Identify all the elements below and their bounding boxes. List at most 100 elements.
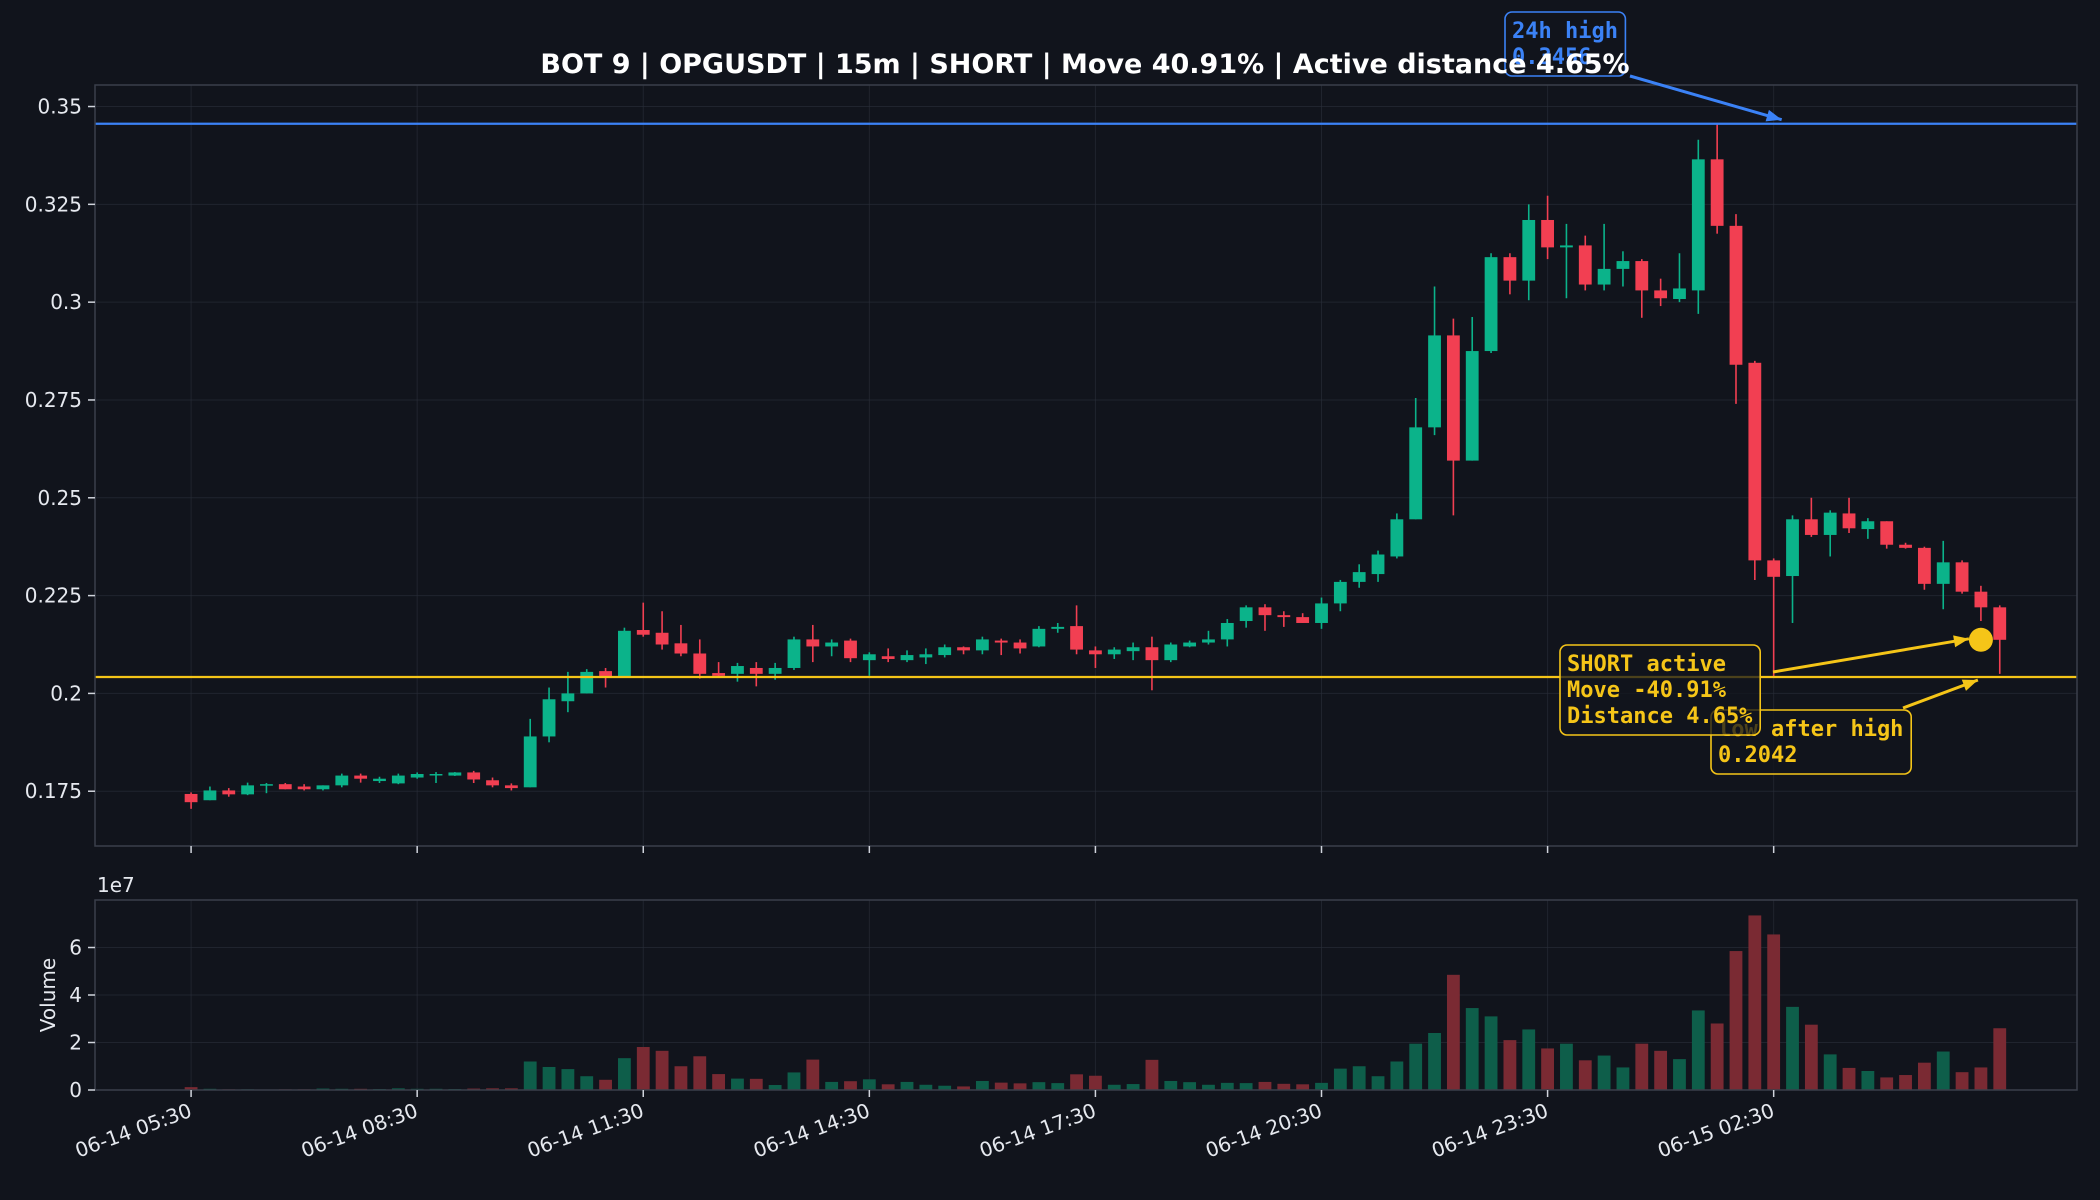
volume-exponent-label: 1e7 [97,873,135,897]
y-tick-label-volume: 4 [69,983,82,1007]
volume-bar [1823,1054,1837,1090]
volume-bar [1315,1082,1328,1090]
volume-bar [1258,1081,1272,1090]
volume-bar [1107,1084,1121,1090]
volume-bar [1333,1068,1347,1090]
volume-bar [749,1078,763,1090]
volume-bar [599,1079,612,1090]
candle-body-down [1955,562,1969,592]
volume-bar [1880,1077,1894,1090]
volume-bar [1032,1082,1046,1090]
high-annotation-box [1504,11,1627,77]
candle-body-up [260,784,273,786]
high-annotation-text: 0.3456 [1512,45,1591,70]
candle-body-up [919,654,933,658]
volume-bar [1616,1067,1630,1090]
y-tick-label-price: 0.25 [37,486,82,510]
candle-body-up [1202,639,1215,643]
candle-body-up [1597,268,1611,285]
volume-bar [1710,1023,1724,1090]
candle-body-down [806,639,820,647]
candle-body-up [1428,335,1441,428]
candle-body-up [429,774,443,776]
candle-body-down [1635,261,1649,291]
volume-bar [1955,1072,1969,1090]
candle-body-up [1936,562,1950,584]
active-annotation-text: Move -40.91% [1567,678,1727,703]
candle-body-up [241,785,255,795]
volume-bar [1428,1033,1441,1090]
volume-bar [1239,1083,1253,1090]
y-tick-label-volume: 0 [69,1078,82,1102]
candle-body-up [1861,521,1875,530]
candle-body-up [448,772,462,776]
high-arrow-line [1629,74,1783,122]
candle-body-down [994,640,1008,643]
candle-body-down [222,790,236,795]
candle-body-up [1126,647,1140,652]
volume-bar [900,1081,914,1090]
volume-bar [1597,1055,1611,1090]
candle-body-down [184,793,198,803]
volume-bar [787,1072,801,1090]
candle-body-up [1786,519,1799,577]
current-price-marker [1968,627,1993,652]
volume-bar [580,1076,594,1090]
y-tick-label-price: 0.2 [50,681,82,705]
candle-body-up [1616,261,1630,269]
candle-body-up [580,671,594,694]
volume-bar [1560,1043,1573,1090]
candle-body-down [1804,519,1818,535]
volume-bar [1767,934,1781,1090]
candle-body-down [1446,335,1460,461]
volume-bar [1899,1075,1912,1090]
low-annotation-text: 0.2042 [1718,743,1797,768]
volume-bar [1446,974,1460,1090]
volume-bar [1635,1043,1649,1090]
volume-bar [1202,1084,1215,1090]
volume-bar [919,1084,933,1090]
candle-body-down [1654,290,1668,299]
volume-bar [1465,1008,1479,1090]
candle-body-up [561,693,575,702]
candle-body-up [1522,219,1536,281]
candle-body-down [504,785,518,789]
candle-body-down [1974,591,1988,608]
candle-body-down [1277,615,1291,618]
y-tick-label-price: 0.3 [50,290,82,314]
volume-bar [994,1082,1008,1090]
y-tick-label-volume: 6 [69,936,82,960]
y-tick-label-price: 0.225 [25,584,82,608]
volume-bar [1371,1076,1385,1090]
candle-body-down [1842,513,1856,529]
candle-body-up [1164,644,1178,661]
candle-body-up [1484,257,1498,352]
candle-body-up [1239,607,1253,622]
candle-body-up [825,642,839,647]
candle-body-up [1371,554,1385,575]
low-annotation-box [1710,709,1912,775]
candle-body-down [712,673,726,676]
candle-body-down [1070,626,1083,650]
volume-bar [1917,1062,1931,1090]
candle-body-down [749,667,763,674]
candle-body-up [1691,159,1705,291]
active-annotation-box [1559,644,1761,736]
volume-bar [1729,951,1743,1090]
volume-bar [1013,1083,1027,1090]
volume-bar [1220,1082,1234,1090]
candle-body-up [768,667,782,674]
candle-body-down [1089,650,1102,655]
volume-bar [957,1086,970,1090]
candle-body-down [1917,547,1931,584]
volume-bar [486,1088,499,1090]
candle-body-down [1710,159,1724,226]
volume-bar [731,1078,744,1090]
candle-body-down [1993,607,2007,640]
candle-body-down [693,653,707,674]
y-tick-label-volume: 2 [69,1031,82,1055]
volume-bar [1673,1059,1686,1090]
candle-body-down [636,630,650,635]
